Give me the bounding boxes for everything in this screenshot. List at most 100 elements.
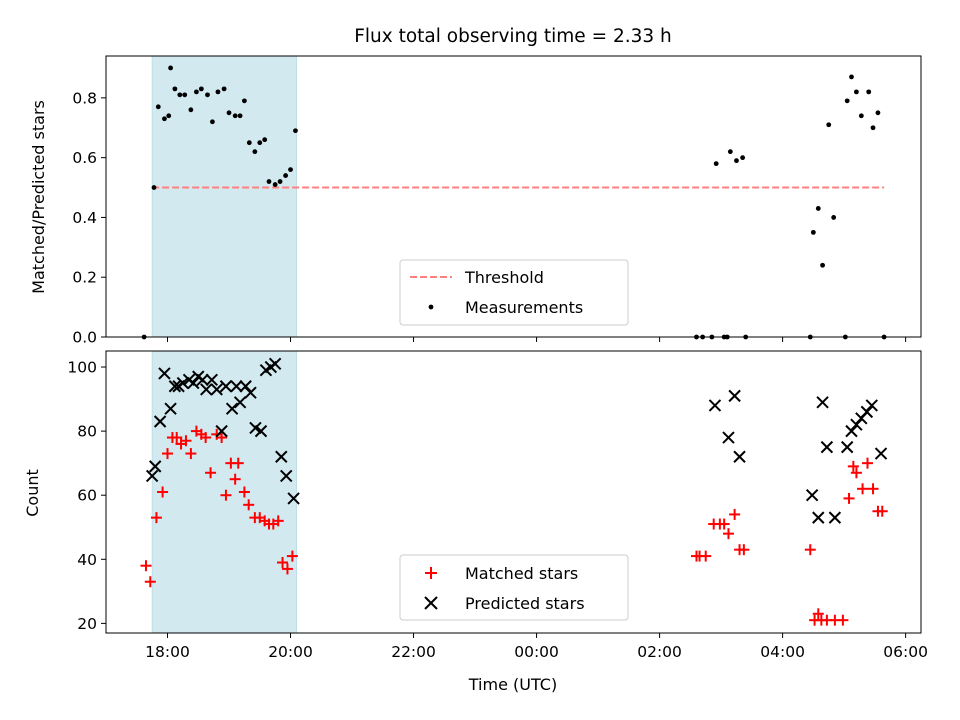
matched-star-point xyxy=(162,448,174,460)
measurement-point xyxy=(226,110,232,116)
x-tick-label: 00:00 xyxy=(514,643,559,661)
y-tick-label: 0.2 xyxy=(72,269,97,287)
measurement-point xyxy=(740,155,746,161)
measurement-point xyxy=(866,89,872,95)
shaded-span xyxy=(151,55,298,338)
matched-star-point xyxy=(200,432,212,444)
predicted-star-point xyxy=(196,373,209,387)
predicted-star-point xyxy=(828,511,842,524)
shaded-span-rect xyxy=(151,350,298,634)
measurement-point xyxy=(166,113,172,119)
predicted-star-point xyxy=(244,386,257,399)
y-tick-label: 0.8 xyxy=(72,89,97,107)
predicted-star-point xyxy=(145,469,159,483)
predicted-star-point xyxy=(168,380,182,393)
measurement-point xyxy=(854,89,859,95)
predicted-star-point xyxy=(287,492,300,505)
x-axis-label: Time (UTC) xyxy=(468,675,557,694)
matched-star-point xyxy=(847,460,859,472)
measurement-point xyxy=(194,89,199,95)
predicted-star-point xyxy=(820,440,834,454)
x-tick-label: 22:00 xyxy=(391,643,436,661)
measurement-point xyxy=(826,122,832,128)
y-tick-label: 80 xyxy=(77,423,97,441)
predicted-star-point xyxy=(149,460,162,473)
predicted-star-point xyxy=(865,399,878,412)
predicted-star-point xyxy=(280,469,293,483)
top-axes-frame xyxy=(105,55,922,338)
x-tick-label: 20:00 xyxy=(268,643,313,661)
top-y-axis: 0.0 0.2 0.4 0.6 0.8 xyxy=(72,89,106,347)
predicted-star-point xyxy=(268,357,282,371)
matched-star-point xyxy=(171,432,183,444)
measurement-point xyxy=(205,92,210,98)
top-panel: 0.00.20.40.60.8 Matched/Predicted stars … xyxy=(29,55,922,347)
predicted-star-point xyxy=(164,402,177,415)
predicted-star-point xyxy=(275,450,288,463)
predicted-star-point xyxy=(230,380,243,393)
x-tick-label: 04:00 xyxy=(760,643,805,661)
matched-star-point xyxy=(216,432,228,444)
measurement-point xyxy=(849,74,854,80)
predicted-star-point xyxy=(874,447,888,460)
predicted-star-point xyxy=(728,389,741,403)
top-legend: Threshold Measurements xyxy=(399,259,629,326)
predicted-star-point xyxy=(176,376,190,390)
matched-star-point xyxy=(738,544,750,556)
measurement-point xyxy=(858,113,864,119)
measurement-point xyxy=(241,98,247,104)
matched-star-point xyxy=(722,528,734,540)
matched-star-point xyxy=(857,483,869,495)
measurement-point xyxy=(188,107,194,113)
predicted-star-point xyxy=(733,450,746,463)
y-tick-label: 40 xyxy=(77,551,97,569)
predicted-star-point xyxy=(254,424,268,438)
measurement-point xyxy=(257,140,263,146)
y-tick-label: 0.0 xyxy=(72,329,97,347)
measurement-point xyxy=(252,149,258,155)
measurement-point xyxy=(831,215,837,220)
measurement-point xyxy=(221,86,227,92)
predicted-star-point xyxy=(816,396,829,409)
measurement-point xyxy=(215,89,221,95)
predicted-star-point xyxy=(233,396,247,409)
bottom-legend: Matched stars Predicted stars xyxy=(399,554,629,621)
measurement-point xyxy=(237,113,243,119)
measurement-point xyxy=(727,149,733,155)
predicted-star-point xyxy=(805,488,819,502)
measurement-point xyxy=(820,262,825,268)
matched-star-point xyxy=(729,508,741,520)
matched-star-point xyxy=(876,505,888,517)
predicted-star-point xyxy=(215,424,228,438)
legend-predicted-swatch xyxy=(424,596,438,610)
shaded-span-rect xyxy=(151,55,298,338)
bottom-axes-frame xyxy=(105,350,922,634)
matched-star-point xyxy=(281,563,293,575)
x-tick-label: 02:00 xyxy=(637,643,682,661)
predicted-star-point xyxy=(845,424,858,438)
y-tick-label: 100 xyxy=(67,359,97,377)
measurement-point xyxy=(232,113,238,119)
predicted-star-point xyxy=(153,415,167,428)
matched-stars-series xyxy=(140,425,888,626)
matched-star-point xyxy=(700,550,712,562)
matched-star-point xyxy=(843,492,855,504)
measurement-point xyxy=(246,140,252,146)
measurement-point xyxy=(155,104,161,110)
predicted-stars-series xyxy=(145,357,888,524)
y-tick-label: 20 xyxy=(77,615,97,633)
measurements-series xyxy=(141,65,887,340)
bottom-panel: 20 40 60 80 100 18:00 20:00 22:00 00:00 02:00 04:… xyxy=(23,350,928,694)
matched-star-point xyxy=(286,550,298,562)
predicted-star-point xyxy=(722,431,735,444)
measurement-point xyxy=(151,185,157,190)
matched-star-point xyxy=(180,435,192,447)
predicted-star-point xyxy=(200,383,213,396)
matched-star-point xyxy=(812,608,824,620)
matched-star-point xyxy=(185,448,197,460)
legend-matched-label: Matched stars xyxy=(465,564,578,583)
top-x-ticks xyxy=(167,337,907,342)
measurement-point xyxy=(844,98,850,104)
matched-star-point xyxy=(837,614,849,626)
